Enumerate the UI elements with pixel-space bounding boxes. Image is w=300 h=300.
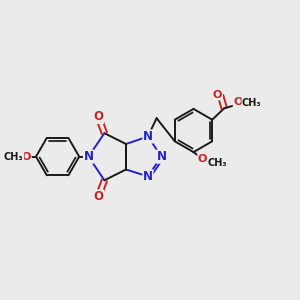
Text: N: N <box>143 130 153 143</box>
Text: O: O <box>93 110 103 124</box>
Text: CH₃: CH₃ <box>4 152 24 162</box>
Text: O: O <box>93 190 103 203</box>
Text: CH₃: CH₃ <box>208 158 227 168</box>
Text: N: N <box>143 170 153 183</box>
Text: O: O <box>213 90 222 100</box>
Text: O: O <box>233 97 243 107</box>
Text: O: O <box>22 152 31 162</box>
Text: O: O <box>198 154 207 164</box>
Text: N: N <box>156 150 167 163</box>
Text: CH₃: CH₃ <box>242 98 262 108</box>
Text: N: N <box>83 150 94 163</box>
